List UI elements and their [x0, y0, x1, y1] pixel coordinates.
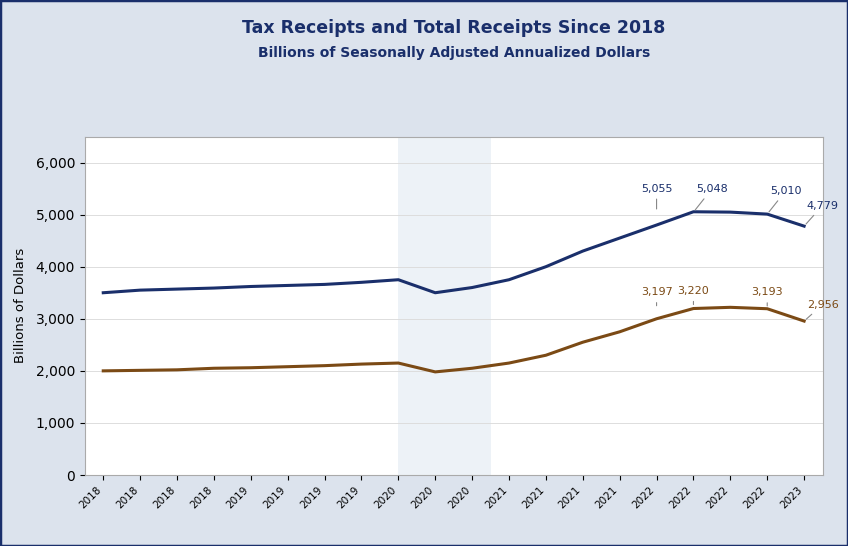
Text: 5,055: 5,055	[641, 183, 672, 209]
Text: 5,010: 5,010	[769, 186, 801, 212]
Text: 4,779: 4,779	[806, 200, 839, 224]
Text: Tax Receipts and Total Receipts Since 2018: Tax Receipts and Total Receipts Since 20…	[242, 19, 666, 37]
Text: 3,220: 3,220	[678, 286, 709, 305]
Text: 5,048: 5,048	[695, 184, 728, 210]
Text: 3,193: 3,193	[751, 287, 783, 306]
Bar	[399, 136, 490, 475]
Text: 3,197: 3,197	[641, 287, 672, 306]
Text: 2,956: 2,956	[806, 300, 839, 319]
Y-axis label: Billions of Dollars: Billions of Dollars	[14, 248, 27, 364]
Text: Billions of Seasonally Adjusted Annualized Dollars: Billions of Seasonally Adjusted Annualiz…	[258, 46, 650, 61]
